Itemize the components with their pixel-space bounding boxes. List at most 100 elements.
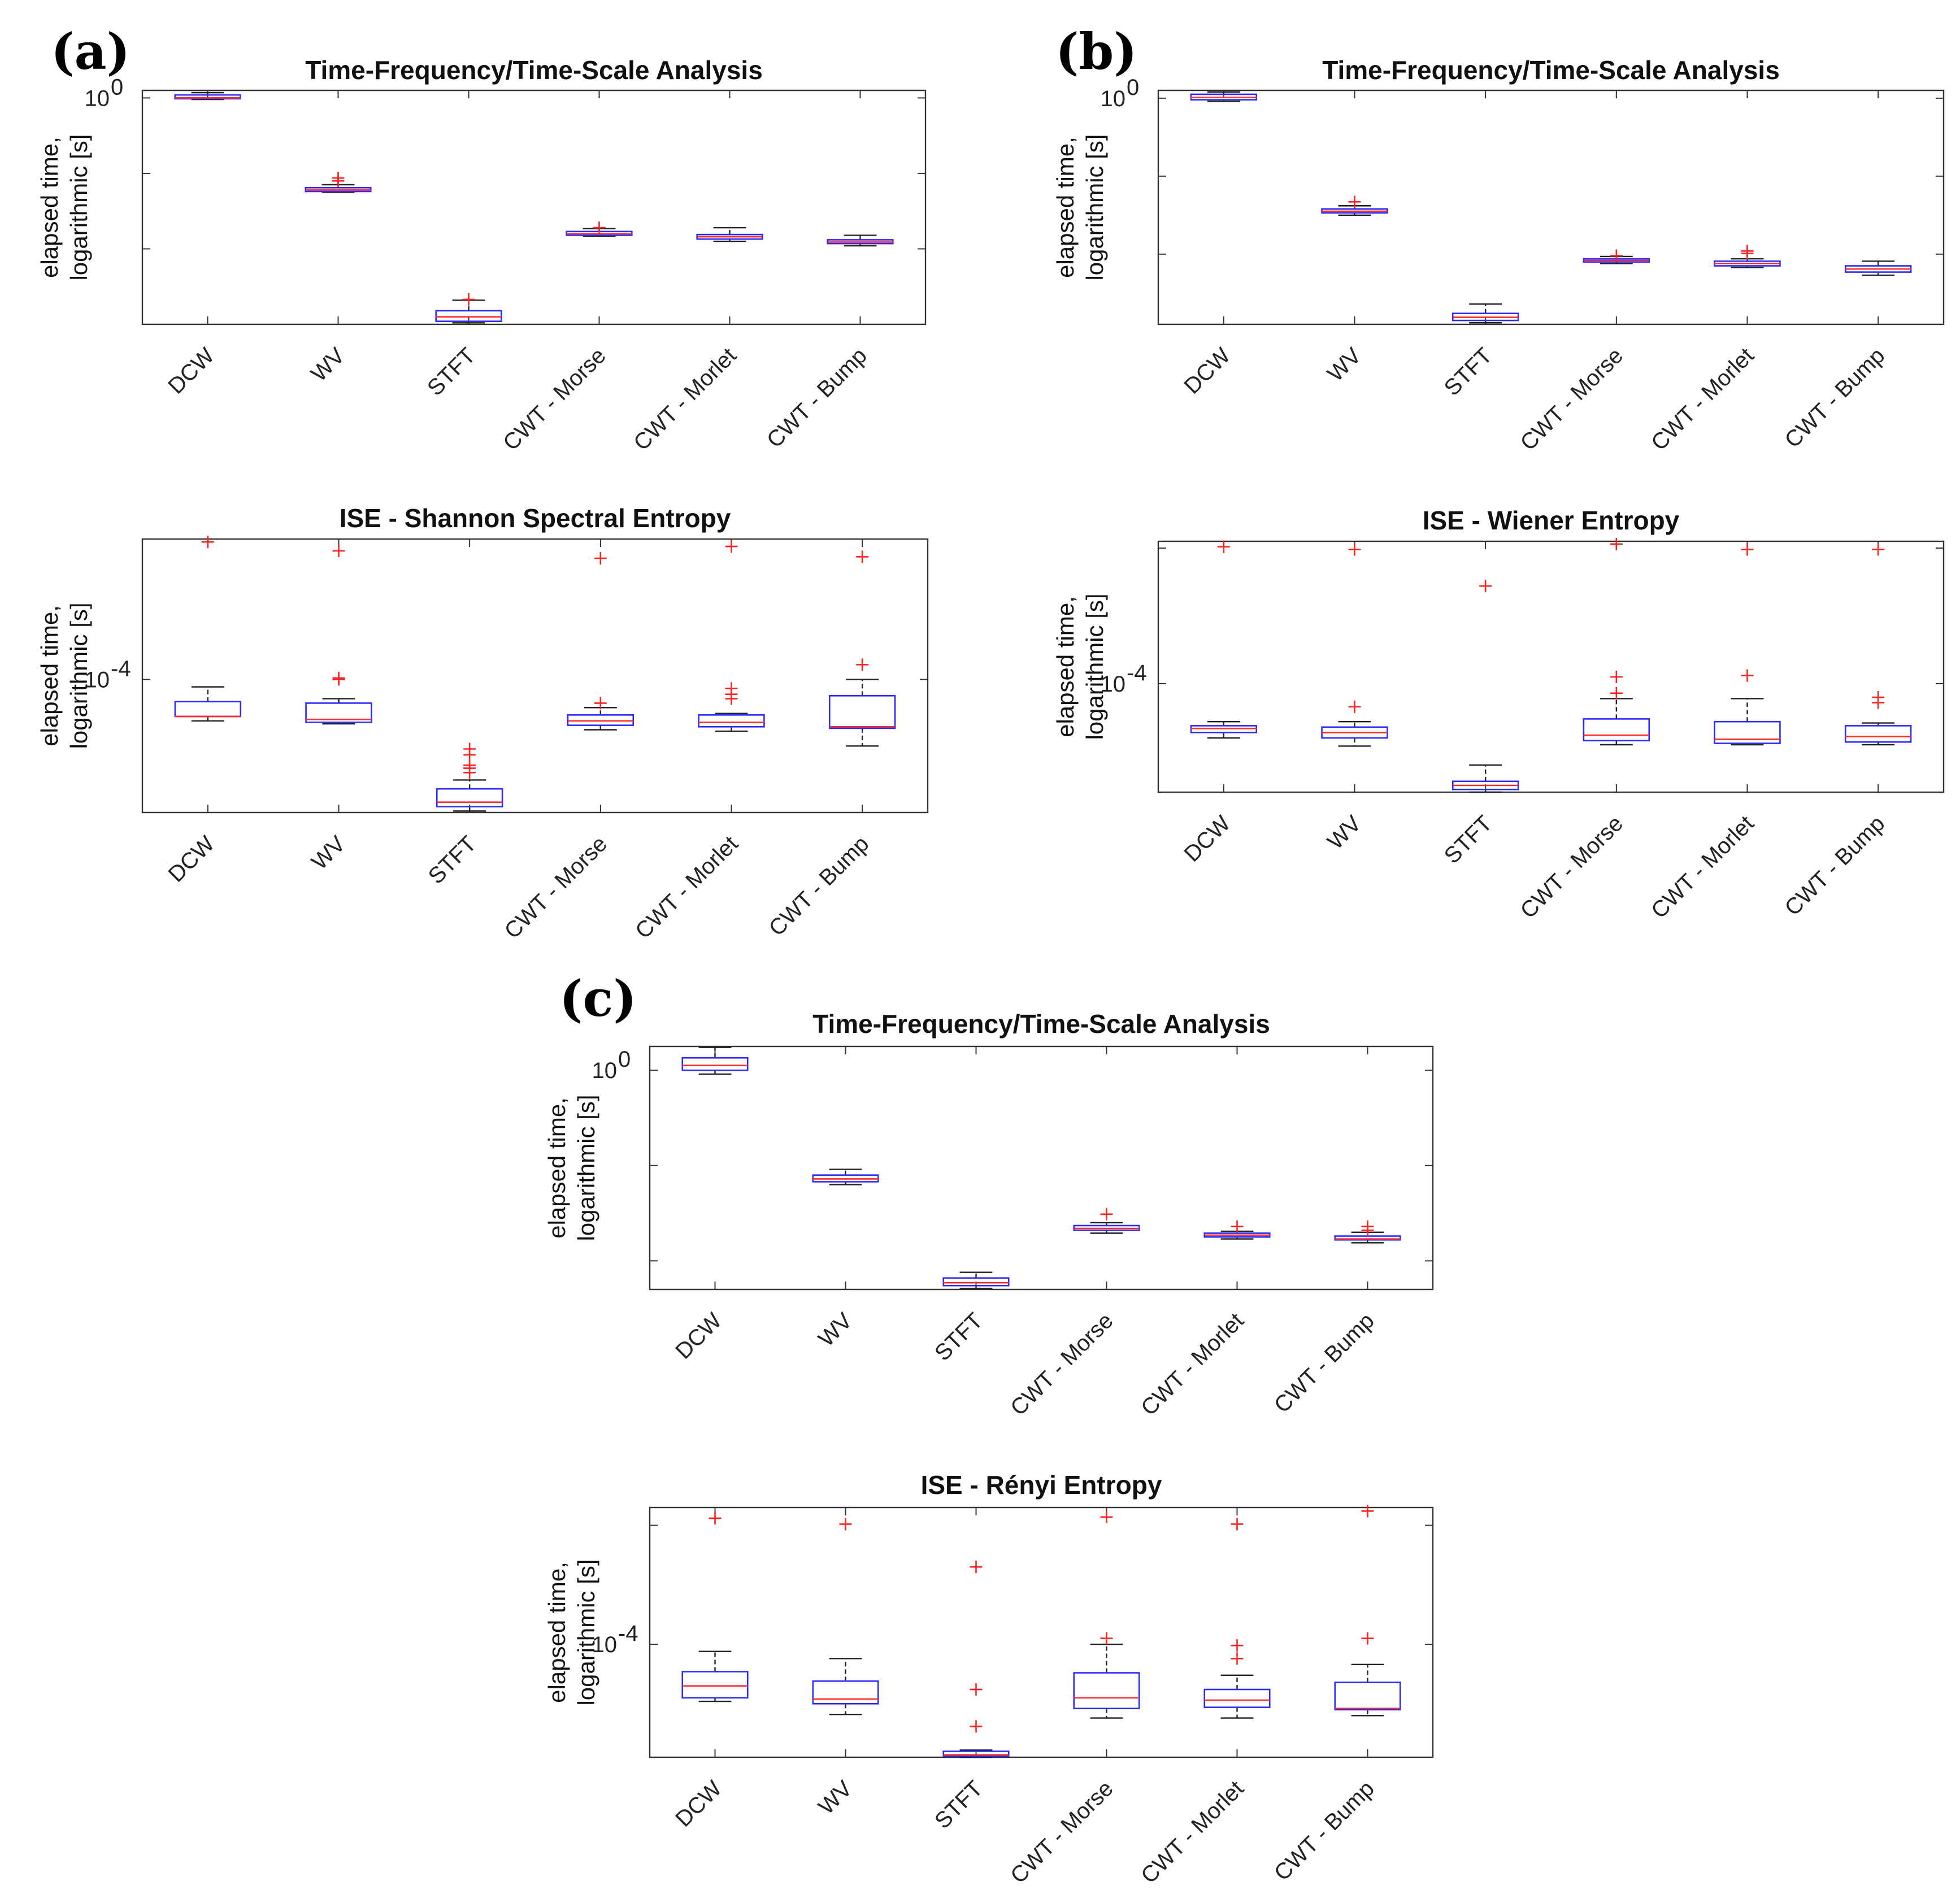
x-tick-label: DCW bbox=[163, 343, 219, 399]
outlier-marker bbox=[1361, 1224, 1374, 1237]
y-axis-label: elapsed time, logarithmic [s] bbox=[36, 602, 92, 749]
y-tick-label: 10 bbox=[1101, 672, 1126, 697]
panel-label-c: (c) bbox=[559, 969, 637, 1028]
x-tick-label: CWT - Bump bbox=[1780, 343, 1890, 453]
outlier-marker bbox=[1348, 543, 1361, 556]
outlier-marker bbox=[856, 550, 869, 563]
box-cwt-morlet bbox=[696, 227, 763, 242]
box-cwt-morlet bbox=[1203, 1518, 1271, 1719]
outlier-marker bbox=[1348, 700, 1361, 713]
box-cwt-morse bbox=[1583, 249, 1650, 264]
box-iqr bbox=[567, 714, 634, 726]
x-tick-label: CWT - Morlet bbox=[629, 343, 741, 455]
x-tick-label: STFT bbox=[930, 1308, 988, 1366]
panel-label-b: (b) bbox=[1055, 22, 1137, 81]
y-axis-label: elapsed time, logarithmic [s] bbox=[1052, 134, 1108, 280]
outlier-marker bbox=[970, 1683, 983, 1696]
x-tick-label: CWT - Morse bbox=[1006, 1776, 1118, 1888]
plot-area bbox=[1157, 89, 1945, 325]
outlier-marker bbox=[1100, 1510, 1113, 1523]
box-cwt-morse bbox=[1073, 1510, 1140, 1719]
x-tick-label: CWT - Bump bbox=[764, 831, 874, 941]
box-stft bbox=[942, 1561, 1010, 1758]
box-wv bbox=[812, 1168, 879, 1185]
box-dcw bbox=[174, 92, 241, 101]
box-iqr bbox=[1334, 1682, 1401, 1711]
box-cwt-morse bbox=[567, 552, 634, 731]
chart-title: Time-Frequency/Time-Scale Analysis bbox=[305, 55, 763, 85]
box-cwt-morlet bbox=[1714, 543, 1781, 746]
outlier-marker bbox=[1231, 1220, 1244, 1233]
outlier-marker bbox=[709, 1511, 722, 1524]
box-cwt-bump bbox=[1334, 1505, 1401, 1717]
box-stft bbox=[942, 1271, 1010, 1289]
outlier-marker bbox=[1610, 249, 1623, 262]
box-dcw bbox=[1190, 540, 1258, 739]
chart-title: Time-Frequency/Time-Scale Analysis bbox=[812, 1009, 1270, 1039]
x-tick-label: CWT - Morse bbox=[498, 343, 611, 455]
outlier-marker bbox=[1872, 696, 1885, 709]
box-stft bbox=[1451, 580, 1519, 793]
outlier-marker bbox=[1100, 1207, 1113, 1220]
outlier-marker bbox=[1231, 1652, 1244, 1665]
box-cwt-bump bbox=[827, 234, 894, 247]
outlier-marker bbox=[1610, 687, 1623, 700]
plot-area bbox=[141, 89, 927, 325]
x-tick-label: CWT - Morlet bbox=[1646, 811, 1759, 923]
box-dcw bbox=[681, 1046, 749, 1075]
box-dcw bbox=[174, 536, 242, 722]
x-tick-label: STFT bbox=[423, 343, 480, 401]
x-tick-label: DCW bbox=[671, 1308, 727, 1364]
box-wv bbox=[812, 1518, 879, 1715]
y-tick-label: 10 bbox=[592, 1632, 618, 1657]
outlier-marker bbox=[1231, 1639, 1244, 1652]
outlier-marker bbox=[1231, 1518, 1244, 1531]
box-cwt-morlet bbox=[698, 540, 765, 732]
x-tick-label: CWT - Bump bbox=[1270, 1776, 1379, 1886]
box-iqr bbox=[1844, 725, 1912, 743]
x-tick-label: DCW bbox=[1180, 811, 1236, 867]
outlier-marker bbox=[1217, 540, 1230, 553]
chart-a-shannon-entropy: ISE - Shannon Spectral Entropy elapsed ti… bbox=[36, 503, 929, 944]
x-tick-label: CWT - Morlet bbox=[1136, 1308, 1249, 1420]
box-wv bbox=[1321, 543, 1388, 747]
plot-area bbox=[1157, 540, 1945, 793]
y-tick-label-exponent: 0 bbox=[111, 75, 123, 99]
outlier-marker bbox=[970, 1561, 983, 1574]
y-axis-label: elapsed time, logarithmic [s] bbox=[544, 1094, 599, 1241]
box-stft bbox=[436, 742, 503, 812]
x-tick-label: CWT - Bump bbox=[1780, 811, 1890, 920]
box-cwt-morlet bbox=[1714, 245, 1781, 268]
outlier-marker bbox=[594, 552, 607, 565]
box-iqr bbox=[436, 788, 503, 807]
box-dcw bbox=[681, 1511, 749, 1702]
outlier-marker bbox=[593, 221, 606, 234]
box-iqr bbox=[828, 695, 896, 729]
x-tick-label: CWT - Morse bbox=[1515, 811, 1628, 923]
outlier-marker bbox=[1361, 1505, 1374, 1518]
box-dcw bbox=[1190, 91, 1258, 102]
chart-b-wiener-entropy: ISE - Wiener Entropy elapsed time, logarit… bbox=[1052, 506, 1945, 923]
box-iqr bbox=[812, 1680, 879, 1705]
y-tick-label-exponent: -4 bbox=[111, 657, 131, 681]
outlier-marker bbox=[1610, 537, 1623, 550]
box-iqr bbox=[942, 1750, 1010, 1757]
x-tick-label: CWT - Morlet bbox=[1646, 343, 1759, 455]
box-wv bbox=[1321, 196, 1388, 216]
x-tick-label: STFT bbox=[1440, 343, 1497, 401]
plot-area bbox=[649, 1506, 1434, 1758]
y-axis-label: elapsed time, logarithmic [s] bbox=[544, 1559, 599, 1705]
y-tick-label: 10 bbox=[85, 86, 110, 111]
box-wv bbox=[305, 544, 372, 725]
box-iqr bbox=[435, 310, 502, 322]
box-cwt-bump bbox=[1844, 543, 1912, 746]
outlier-marker bbox=[725, 692, 738, 705]
x-tick-label: CWT - Bump bbox=[1270, 1308, 1379, 1418]
outlier-marker bbox=[1610, 671, 1623, 683]
outlier-marker bbox=[725, 540, 738, 553]
outlier-marker bbox=[463, 766, 476, 779]
box-iqr bbox=[681, 1671, 749, 1699]
box-iqr bbox=[681, 1057, 749, 1071]
box-stft bbox=[435, 293, 502, 324]
